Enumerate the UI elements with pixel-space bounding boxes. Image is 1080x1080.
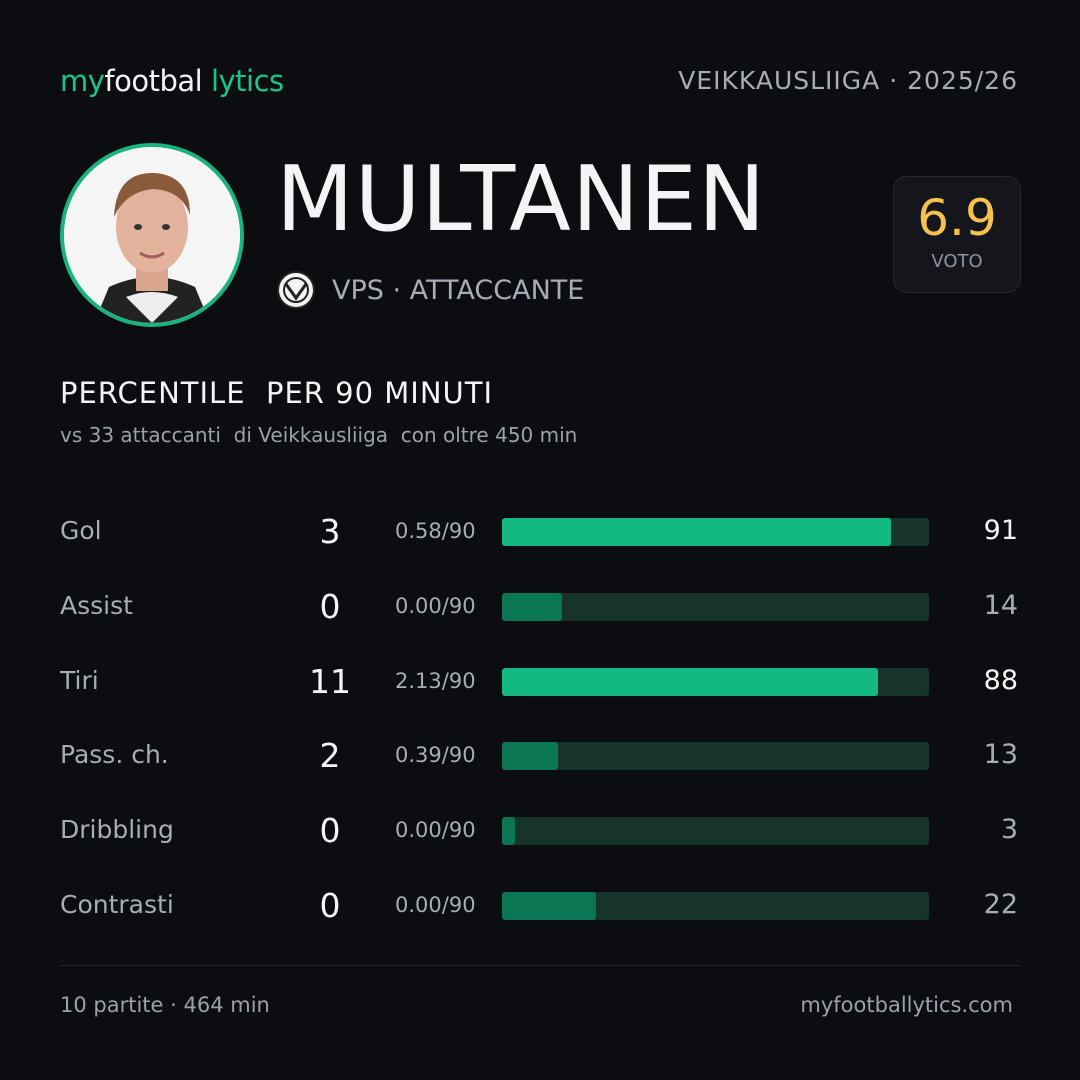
stat-row: Contrasti 0 0.00/90 22 — [0, 886, 1080, 926]
stat-row: Tiri 11 2.13/90 88 — [0, 662, 1080, 702]
stat-total: 0 — [319, 886, 341, 925]
percentile-bar — [502, 667, 878, 696]
percentile-value: 88 — [983, 664, 1018, 696]
team-role: VPS · ATTACCANTE — [332, 274, 585, 306]
brand-logo: myfootbal lytics — [60, 64, 284, 98]
rating-box: 6.9 VOTO — [893, 176, 1021, 293]
bar-track — [502, 667, 929, 696]
stat-total: 0 — [319, 586, 341, 626]
section-subtitle: vs 33 attaccanti di Veikkausliiga con ol… — [60, 423, 578, 447]
stat-label: Tiri — [60, 665, 99, 695]
stat-per90: 0.00/90 — [395, 893, 476, 917]
season: · 2025/26 — [889, 66, 1018, 95]
bar-track — [502, 518, 929, 546]
stat-row: Dribbling 0 0.00/90 3 — [0, 811, 1080, 851]
percentile-bar — [502, 817, 515, 846]
percentile-bar — [502, 892, 596, 920]
stat-row: Pass. ch. 2 0.39/90 13 — [0, 736, 1080, 776]
bar-track — [502, 592, 929, 621]
percentile-bar — [502, 518, 891, 546]
brand-part: footbal — [104, 64, 203, 98]
stat-total: 3 — [319, 512, 341, 551]
percentile-value: 13 — [983, 739, 1018, 771]
league-name: VEIKKAUSLIIGA — [678, 66, 881, 95]
brand-part: my — [60, 64, 105, 98]
stat-row: Gol 3 0.58/90 91 — [0, 512, 1080, 552]
footer-site: myfootballytics.com — [800, 993, 1013, 1017]
percentile-value: 14 — [983, 589, 1018, 621]
percentile-bar — [502, 592, 562, 621]
stat-label: Pass. ch. — [60, 740, 169, 770]
team-row: VPS · ATTACCANTE — [276, 270, 584, 310]
player-name: MULTANEN — [276, 147, 767, 252]
team-badge — [277, 271, 315, 309]
footer-info: 10 partite · 464 min — [60, 993, 270, 1017]
stat-per90: 0.58/90 — [395, 519, 476, 543]
stat-total: 11 — [309, 661, 351, 701]
bar-track — [502, 742, 929, 771]
percentile-value: 22 — [983, 889, 1018, 920]
stat-per90: 0.39/90 — [395, 743, 476, 768]
stat-per90: 0.00/90 — [395, 818, 476, 843]
stat-label: Assist — [60, 590, 133, 620]
stat-per90: 0.00/90 — [395, 593, 476, 618]
percentile-value: 3 — [1000, 814, 1018, 846]
brand-part: lytics — [210, 64, 284, 98]
section-title: PERCENTILE PER 90 MINUTI — [60, 376, 494, 410]
stat-label: Gol — [60, 516, 102, 545]
bar-track — [502, 817, 929, 846]
stat-per90: 2.13/90 — [395, 668, 476, 693]
percentile-value: 91 — [983, 515, 1018, 546]
divider — [60, 965, 1020, 966]
bar-track — [502, 892, 929, 920]
percentile-bar — [502, 742, 558, 771]
rating-label: VOTO — [931, 251, 983, 272]
stat-label: Dribbling — [60, 815, 174, 845]
stat-total: 0 — [319, 811, 341, 851]
stat-total: 2 — [319, 736, 341, 776]
photo-illustration — [64, 147, 240, 323]
rating: 6.9 — [917, 189, 997, 247]
league: VEIKKAUSLIIGA · 2025/26 — [678, 66, 1018, 95]
stat-label: Contrasti — [60, 890, 174, 919]
player-photo — [60, 143, 244, 327]
stat-row: Assist 0 0.00/90 14 — [0, 587, 1080, 627]
